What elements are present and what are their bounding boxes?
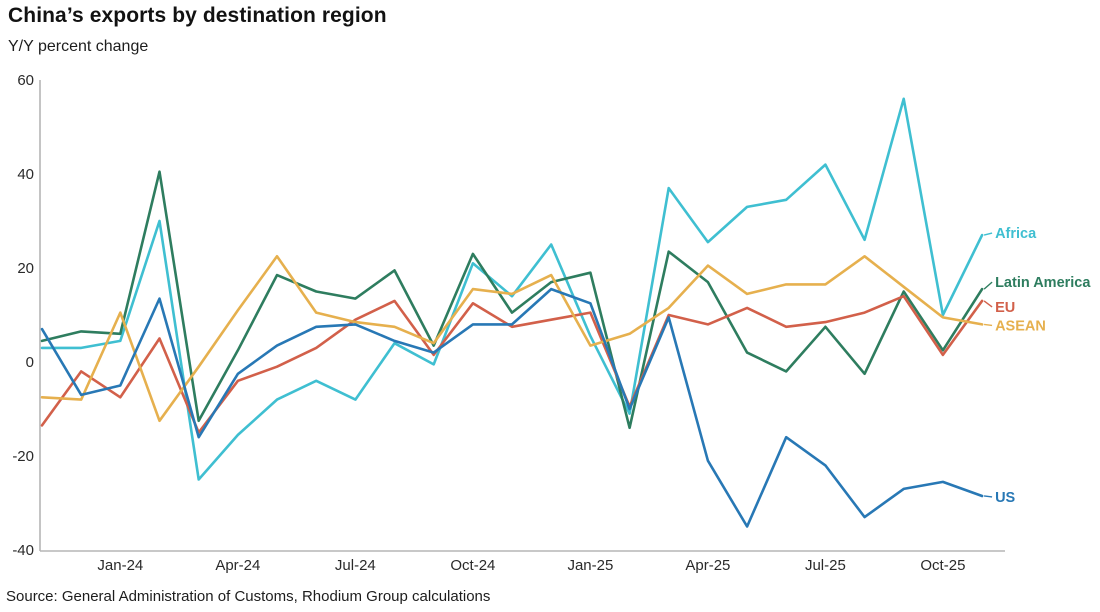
legend-connector [983,323,993,327]
x-tick-label: Jul-25 [805,557,846,574]
y-tick-label: -20 [12,448,34,465]
source-note: Source: General Administration of Custom… [6,588,491,605]
y-tick-label: 40 [17,166,34,183]
x-tick-label: Apr-25 [685,557,730,574]
series-line-us [40,287,984,528]
y-tick-label: -40 [12,542,34,559]
legend-label-africa: Africa [995,226,1037,242]
series-line-africa [40,97,984,481]
y-tick-label: 20 [17,260,34,277]
series-line-asean [40,254,984,423]
x-tick-label: Jan-25 [567,557,613,574]
legend-label-latin-america: Latin America [995,275,1091,291]
legend-label-asean: ASEAN [995,318,1046,334]
chart-title: China’s exports by destination region [8,4,387,27]
legend-label-us: US [995,490,1015,506]
x-tick-label: Jan-24 [97,557,143,574]
legend-connector [983,281,993,290]
y-tick-label: 0 [26,354,34,371]
legend-connector [983,300,993,308]
x-tick-label: Oct-24 [450,557,495,574]
series-line-latin-america [40,170,984,430]
y-tick-label: 60 [17,72,34,89]
chart-subtitle: Y/Y percent change [8,38,149,55]
x-tick-label: Jul-24 [335,557,376,574]
x-tick-label: Oct-25 [920,557,965,574]
x-tick-label: Apr-24 [215,557,260,574]
legend-label-eu: EU [995,300,1015,316]
legend-connector [983,232,993,236]
legend-connector [983,495,993,498]
